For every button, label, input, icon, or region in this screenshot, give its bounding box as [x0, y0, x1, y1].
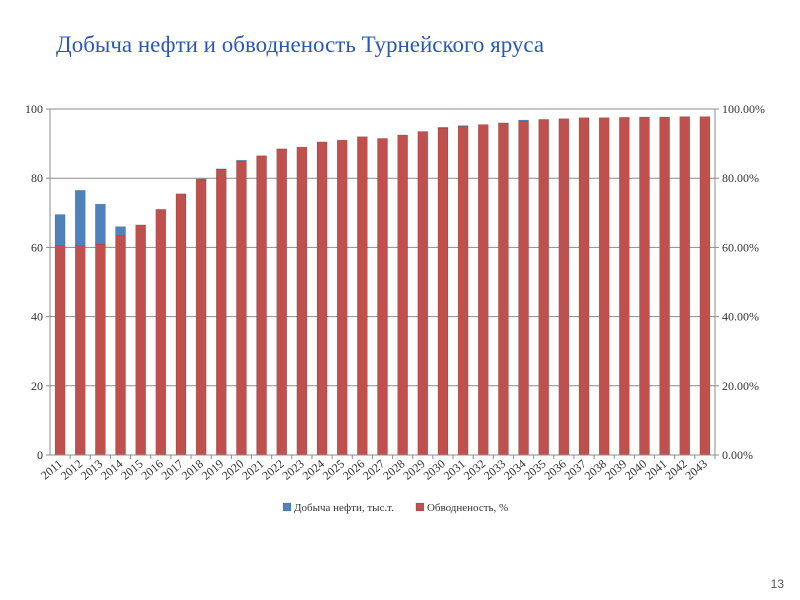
x-axis-ticks: 2011201220132014201520162017201820192020… — [38, 455, 716, 483]
bar-segment — [316, 141, 328, 456]
bar-segment — [437, 127, 449, 456]
bar-segment — [195, 178, 207, 181]
y-left-tick-label: 60 — [31, 240, 43, 254]
chart-bars — [54, 116, 711, 456]
bar-segment — [256, 155, 267, 456]
bar-segment — [215, 169, 227, 456]
legend-swatch — [415, 502, 425, 512]
y-left-tick-label: 100 — [25, 102, 43, 116]
y-axis-right-ticks: 0.00% 20.00% 40.00% 60.00% 80.00% 100.00% — [715, 102, 765, 462]
y-left-tick-label: 80 — [31, 171, 43, 185]
bar-segment — [659, 116, 670, 456]
bar-segment — [518, 119, 529, 122]
chart-legend: Добыча нефти, тыс.т. Обводненость, % — [282, 502, 508, 514]
bar-segment — [135, 224, 147, 456]
bar-segment — [699, 116, 711, 456]
y-left-tick-label: 20 — [31, 379, 43, 393]
bar-segment — [618, 117, 630, 456]
legend-swatch — [282, 502, 292, 512]
bar-segment — [336, 139, 348, 456]
bar-segment — [498, 122, 509, 456]
bar-segment — [679, 116, 691, 456]
y-right-tick-label: 0.00% — [722, 448, 753, 462]
bar-segment — [115, 234, 126, 456]
bar-segment — [518, 120, 529, 456]
bar-segment — [95, 243, 106, 456]
bar-segment — [95, 203, 106, 245]
bar-segment — [639, 116, 650, 456]
y-left-tick-label: 0 — [37, 448, 43, 462]
bar-segment — [457, 126, 469, 456]
legend-label: Добыча нефти, тыс.т. — [294, 502, 394, 514]
bar-segment — [397, 134, 408, 456]
bar-segment — [175, 193, 187, 456]
bar-segment — [236, 160, 247, 456]
bar-segment — [215, 168, 227, 170]
bar-segment — [477, 124, 489, 456]
bar-segment — [236, 159, 247, 162]
bar-segment — [538, 119, 550, 456]
bar-segment — [598, 117, 610, 456]
bar-segment — [457, 125, 469, 127]
y-right-tick-label: 100.00% — [722, 102, 765, 116]
chart-axes — [49, 109, 716, 456]
bar-segment — [377, 138, 388, 456]
bar-segment — [195, 179, 207, 456]
bar-segment — [115, 226, 126, 236]
page-title: Добыча нефти и обводненость Турнейского … — [56, 32, 545, 57]
bar-segment — [437, 127, 449, 129]
y-right-tick-label: 60.00% — [722, 240, 759, 254]
bar-segment — [296, 146, 308, 456]
bar-segment — [558, 118, 570, 456]
y-right-tick-label: 20.00% — [722, 379, 759, 393]
y-right-tick-label: 40.00% — [722, 310, 759, 324]
y-right-tick-label: 80.00% — [722, 171, 759, 185]
x-tick-label: 2043 — [682, 457, 709, 483]
bar-segment — [276, 148, 288, 456]
bar-segment — [54, 214, 66, 246]
y-left-tick-label: 40 — [31, 310, 43, 324]
bar-segment — [578, 117, 590, 456]
bar-segment — [357, 136, 368, 456]
legend-label: Обводненость, % — [427, 502, 508, 514]
bar-segment — [54, 245, 66, 456]
bar-segment — [74, 245, 86, 456]
bar-segment — [155, 209, 167, 456]
y-axis-left-ticks: 0 20 40 60 80 100 — [25, 102, 50, 462]
page-number: 13 — [770, 577, 784, 591]
bar-segment — [417, 131, 429, 456]
bar-segment — [74, 190, 86, 246]
